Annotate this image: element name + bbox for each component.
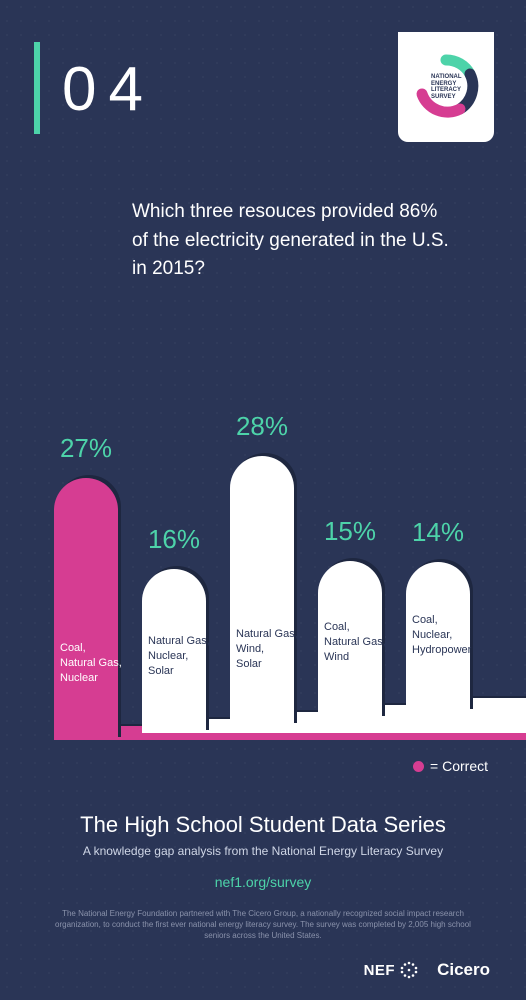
question-text: Which three resouces provided 86% of the… [132, 198, 456, 284]
nef-dots-icon [399, 960, 419, 980]
series-subtitle: A knowledge gap analysis from the Nation… [0, 844, 526, 858]
survey-logo: NATIONALENERGYLITERACYSURVEY [398, 32, 494, 142]
bar [230, 456, 294, 726]
bar-percent: 28% [217, 411, 307, 442]
bar-percent: 16% [129, 524, 219, 555]
bar-label: Coal,Natural Gas,Nuclear [60, 641, 138, 686]
legend-text: = Correct [430, 758, 488, 774]
bar-label: Natural Gas,Nuclear,Solar [148, 634, 226, 679]
legend-dot [413, 761, 424, 772]
series-url: nef1.org/survey [0, 874, 526, 890]
series-title: The High School Student Data Series [0, 812, 526, 838]
bar-label: Coal,Natural Gas,Wind [324, 620, 402, 665]
bar-label: Coal,Nuclear,Hydropower [412, 613, 490, 658]
cicero-logo: Cicero [437, 960, 490, 980]
bar-chart: 27% Coal,Natural Gas,Nuclear 16% Natural Ga… [0, 330, 526, 740]
accent-bar [34, 42, 40, 134]
base-strip [54, 734, 526, 740]
legend: = Correct [413, 758, 488, 774]
logo-text: NATIONALENERGYLITERACYSURVEY [431, 74, 462, 100]
bar-percent: 15% [305, 516, 395, 547]
bar-label: Natural Gas,Wind,Solar [236, 627, 314, 672]
bar-percent: 27% [41, 433, 131, 464]
nef-text: NEF [364, 962, 396, 979]
bar-percent: 14% [393, 517, 483, 548]
nef-logo: NEF [364, 960, 420, 980]
footnote: The National Energy Foundation partnered… [50, 908, 476, 942]
bar-correct [54, 478, 118, 740]
page-number: 04 [62, 54, 155, 125]
footer-logos: NEF Cicero [364, 960, 490, 980]
